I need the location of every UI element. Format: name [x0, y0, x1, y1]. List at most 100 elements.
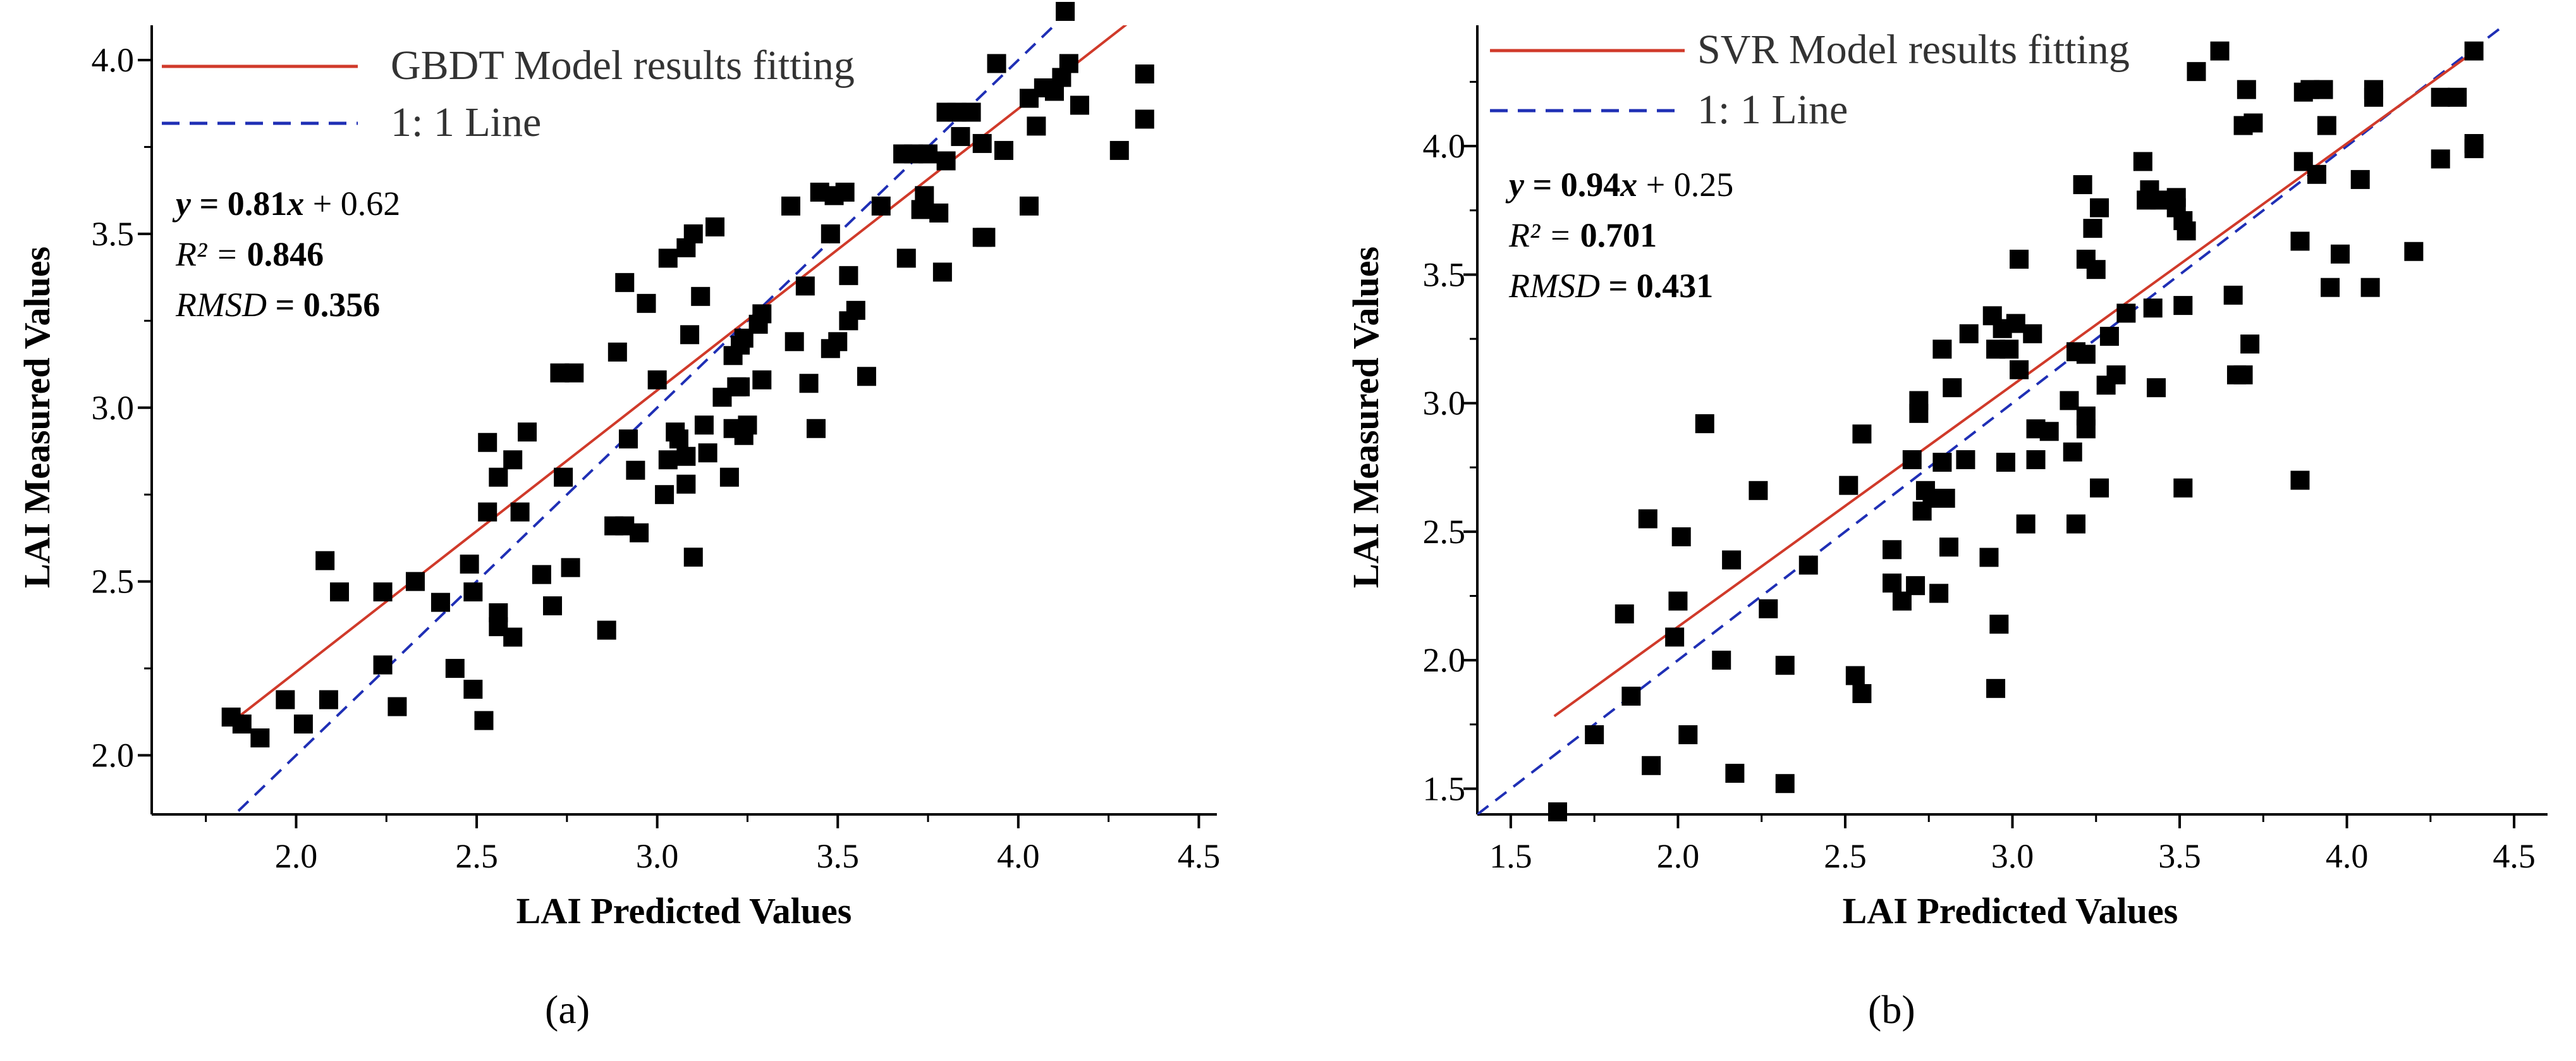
scatter-point	[1678, 725, 1698, 744]
scatter-point	[1671, 527, 1691, 546]
scatter-point	[932, 262, 952, 282]
y-tick-label: 3.0	[1423, 384, 1466, 422]
scatter-point	[987, 54, 1006, 73]
scatter-point	[2173, 478, 2193, 498]
scatter-point	[676, 446, 696, 466]
scatter-point	[936, 151, 956, 171]
scatter-point	[821, 224, 840, 243]
scatter-point	[1759, 599, 1778, 618]
scatter-point	[929, 203, 949, 223]
scatter-points	[221, 2, 1154, 748]
scatter-point	[293, 714, 313, 734]
panel-caption-a: (a)	[545, 987, 590, 1032]
scatter-point	[1615, 604, 1634, 623]
scatter-point	[2350, 169, 2370, 189]
equation-slope: = 0.94	[1524, 166, 1620, 204]
rmsd: RMSD = 0.431	[1508, 267, 1713, 305]
scatter-point	[1839, 475, 1859, 495]
scatter-point	[857, 367, 876, 386]
scatter-point	[2010, 360, 2029, 379]
scatter-point	[691, 286, 711, 306]
scatter-point	[2073, 175, 2092, 195]
scatter-point	[2240, 334, 2260, 354]
scatter-point	[2066, 514, 2086, 534]
scatter-point	[2076, 345, 2096, 364]
scatter-point	[1056, 2, 1075, 21]
rmsd-label: RMSD	[175, 286, 267, 324]
legend: GBDT Model results fitting 1: 1 Line	[162, 42, 855, 145]
rmsd-label: RMSD	[1508, 267, 1600, 305]
y-tick-label: 3.5	[92, 215, 135, 253]
scatter-point	[1989, 615, 2009, 634]
scatter-point	[1135, 64, 1154, 83]
scatter-point	[719, 467, 739, 487]
scatter-point	[1019, 196, 1039, 216]
scatter-point	[2090, 198, 2109, 218]
fit-line	[237, 25, 1128, 718]
scatter-point	[489, 467, 508, 487]
scatter-point	[1852, 424, 1872, 444]
scatter-point	[795, 276, 815, 296]
scatter-point	[430, 592, 450, 612]
r-squared-value: 0.701	[1580, 216, 1657, 254]
scatter-point	[752, 304, 772, 324]
scatter-point	[1936, 488, 1955, 508]
scatter-point	[2086, 260, 2106, 279]
scatter-point	[2187, 62, 2206, 82]
scatter-point	[2317, 116, 2336, 135]
scatter-point	[532, 565, 551, 584]
scatter-point	[784, 332, 804, 352]
scatter-point	[781, 196, 800, 216]
scatter-point	[1979, 548, 1999, 567]
scatter-point	[2076, 419, 2096, 439]
scatter-point	[1712, 651, 1731, 670]
scatter-point	[2233, 365, 2253, 384]
scatter-point	[460, 555, 479, 574]
scatter-point	[503, 450, 523, 470]
scatter-point	[683, 224, 703, 243]
scatter-point	[463, 680, 483, 699]
y-tick-label: 1.5	[1423, 770, 1466, 807]
y-tick-label: 2.5	[92, 563, 135, 601]
y-axis-title: LAI Measured Values	[16, 247, 58, 588]
scatter-point	[683, 548, 703, 567]
scatter-point	[1725, 763, 1745, 783]
y-tick-label: 4.0	[92, 41, 135, 79]
scatter-point	[518, 422, 537, 442]
scatter-point	[680, 325, 700, 345]
equation-x: x	[286, 185, 304, 223]
scatter-point	[972, 133, 992, 153]
x-tick-label: 4.0	[2326, 837, 2369, 875]
equation-slope: = 0.81	[191, 185, 287, 223]
scatter-point	[1070, 95, 1089, 115]
scatter-point	[2133, 152, 2152, 171]
y-tick-label: 4.0	[1423, 127, 1466, 165]
scatter-point	[1585, 725, 1604, 744]
scatter-point	[2223, 285, 2243, 305]
scatter-point	[961, 102, 981, 122]
scatter-point	[2243, 113, 2263, 133]
scatter-point	[1775, 774, 1795, 794]
scatter-point	[655, 485, 675, 505]
scatter-point	[1852, 684, 1872, 703]
y-tick-label: 3.0	[92, 389, 135, 427]
scatter-point	[2039, 422, 2059, 441]
scatter-point	[597, 620, 616, 640]
r-squared: R² = 0.701	[1508, 216, 1657, 254]
equation-y: y	[172, 185, 192, 223]
scatter-point	[478, 432, 497, 452]
x-tick-label: 4.5	[1178, 837, 1221, 875]
scatter-point	[1909, 403, 1929, 423]
legend-label-one-to-one: 1: 1 Line	[1697, 87, 1848, 133]
scatter-point	[915, 186, 934, 205]
scatter-point	[2404, 242, 2424, 261]
scatter-point	[2016, 514, 2036, 534]
scatter-point	[2364, 80, 2383, 99]
scatter-point	[1722, 550, 1742, 570]
scatter-point	[976, 228, 996, 247]
scatter-point	[626, 460, 645, 480]
scatter-point	[835, 182, 855, 202]
scatter-point	[319, 690, 338, 709]
rmsd: RMSD = 0.356	[175, 286, 380, 324]
